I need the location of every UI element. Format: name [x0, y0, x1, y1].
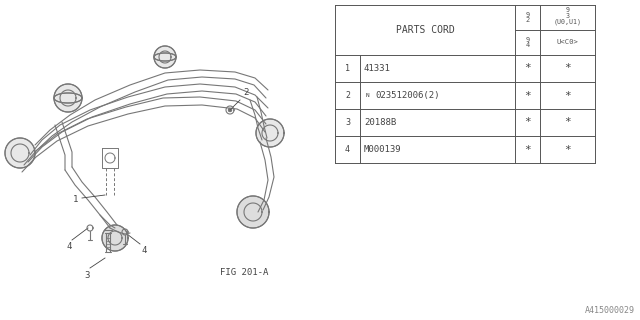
Text: 4: 4: [345, 145, 350, 154]
Text: *: *: [564, 145, 571, 155]
Bar: [335, 5, 595, 163]
Text: 1: 1: [345, 64, 350, 73]
Text: 1: 1: [72, 195, 78, 204]
Text: 9
4: 9 4: [525, 37, 530, 48]
Text: *: *: [524, 145, 531, 155]
Text: 3: 3: [84, 271, 90, 280]
Polygon shape: [237, 196, 269, 228]
Text: A415000029: A415000029: [585, 306, 635, 315]
Text: 2: 2: [243, 88, 248, 97]
Text: *: *: [524, 117, 531, 127]
Text: *: *: [564, 63, 571, 74]
Text: 9
3
(U0,U1): 9 3 (U0,U1): [554, 7, 582, 25]
Text: 4: 4: [67, 242, 72, 251]
Text: *: *: [524, 63, 531, 74]
Text: 4: 4: [142, 246, 147, 255]
Text: U<C0>: U<C0>: [557, 39, 579, 45]
Text: N: N: [366, 93, 370, 98]
Text: FIG 201-A: FIG 201-A: [220, 268, 268, 277]
Text: 9
2: 9 2: [525, 12, 530, 23]
Polygon shape: [256, 119, 284, 147]
Text: M000139: M000139: [364, 145, 402, 154]
Text: 3: 3: [345, 118, 350, 127]
Text: PARTS CORD: PARTS CORD: [396, 25, 454, 35]
Polygon shape: [102, 225, 128, 251]
Text: *: *: [564, 117, 571, 127]
Text: *: *: [524, 91, 531, 100]
Polygon shape: [54, 93, 82, 103]
Text: 2: 2: [345, 91, 350, 100]
Text: 20188B: 20188B: [364, 118, 396, 127]
Text: *: *: [564, 91, 571, 100]
Polygon shape: [54, 84, 82, 112]
Polygon shape: [5, 138, 35, 168]
Polygon shape: [154, 46, 176, 68]
Polygon shape: [154, 53, 176, 61]
Text: 41331: 41331: [364, 64, 391, 73]
Text: 023512006(2): 023512006(2): [375, 91, 440, 100]
Polygon shape: [228, 108, 232, 111]
